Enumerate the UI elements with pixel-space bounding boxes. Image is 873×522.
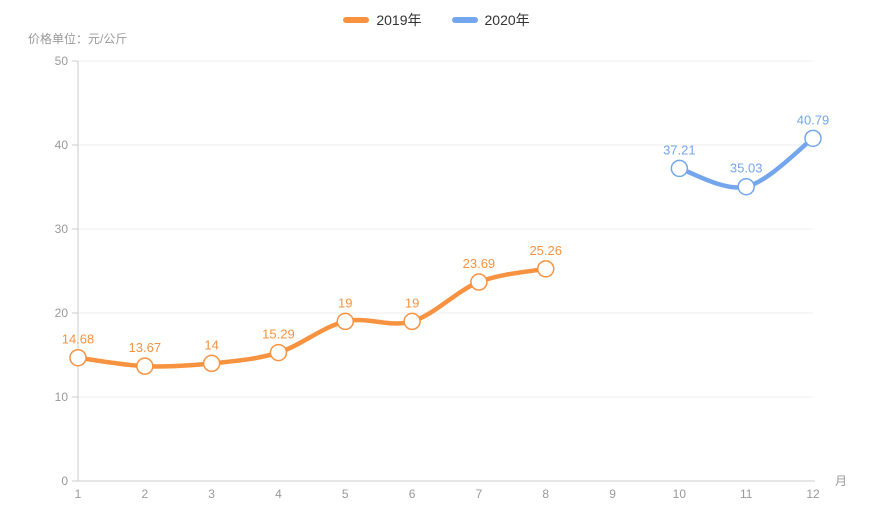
x-tick-label: 4 (275, 487, 282, 501)
y-tick-label: 40 (55, 138, 69, 152)
x-tick-label: 9 (609, 487, 616, 501)
data-point-2019年-1[interactable] (69, 348, 87, 367)
data-point-2019年-4[interactable] (269, 343, 288, 362)
x-tick-label: 5 (342, 487, 349, 501)
x-tick-label: 7 (476, 487, 483, 501)
data-point-2020年-10[interactable] (670, 159, 689, 178)
data-label: 14 (204, 337, 218, 352)
data-point-2019年-2[interactable] (136, 357, 154, 375)
y-tick-label: 10 (55, 390, 69, 404)
y-axis-unit-label: 价格单位：元/公斤 (28, 32, 128, 46)
data-point-2019年-7[interactable] (470, 273, 488, 291)
data-point-2019年-5[interactable] (336, 312, 355, 331)
legend-label-2019: 2019年 (376, 12, 422, 28)
y-tick-label: 0 (61, 474, 68, 488)
legend-item-2020[interactable]: 2020年 (451, 10, 530, 30)
data-label: 14.68 (62, 332, 95, 347)
x-tick-label: 10 (673, 487, 687, 501)
x-tick-label: 3 (208, 487, 215, 501)
data-label: 25.26 (529, 243, 562, 258)
x-tick-label: 2 (141, 487, 148, 501)
data-point-2019年-3[interactable] (202, 354, 221, 373)
data-label: 23.69 (463, 256, 496, 271)
x-tick-label: 6 (409, 487, 416, 501)
x-tick-label: 11 (740, 487, 753, 501)
data-label: 15.29 (262, 327, 295, 342)
data-point-2019年-6[interactable] (403, 312, 421, 331)
data-label: 40.79 (797, 112, 830, 127)
legend-label-2020: 2020年 (484, 12, 530, 28)
data-point-2020年-12[interactable] (804, 129, 822, 148)
data-point-2019年-8[interactable] (536, 260, 555, 278)
y-tick-label: 20 (55, 306, 69, 320)
y-tick-label: 30 (55, 222, 69, 236)
x-tick-label: 8 (542, 487, 549, 501)
legend: 2019年 2020年 (0, 10, 873, 30)
data-label: 19 (338, 295, 352, 310)
data-label: 37.21 (663, 142, 696, 157)
data-point-2020年-11[interactable] (737, 177, 755, 196)
legend-swatch-2020-icon (451, 17, 478, 23)
data-label: 19 (405, 295, 419, 310)
data-label: 35.03 (730, 161, 763, 176)
y-tick-label: 50 (55, 54, 69, 68)
data-label: 13.67 (129, 340, 162, 355)
legend-swatch-2019-icon (343, 17, 370, 23)
x-tick-label: 1 (75, 487, 82, 501)
x-tick-label: 12 (806, 487, 820, 501)
legend-item-2019[interactable]: 2019年 (343, 10, 422, 30)
x-axis-unit-label: 月 (835, 474, 847, 488)
